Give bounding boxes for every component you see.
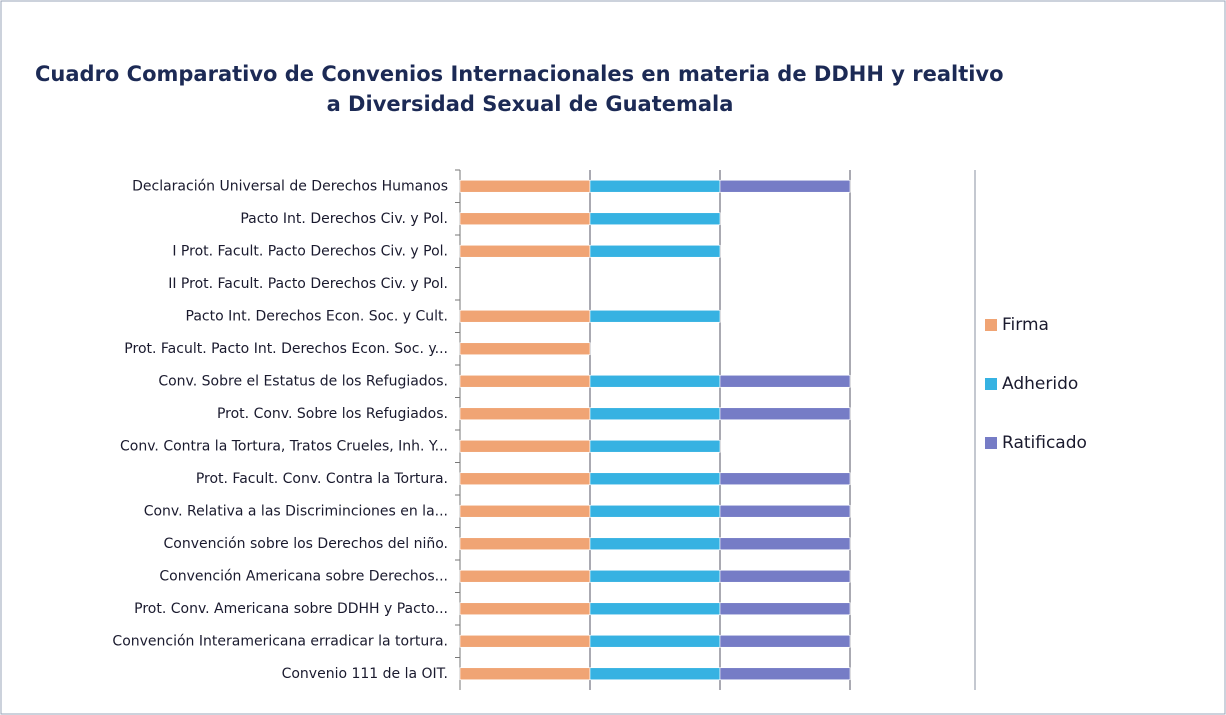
bar-segment [719,374,851,388]
y-tick-label: Pacto Int. Derechos Econ. Soc. y Cult. [186,308,448,324]
y-tick-label: Convenio 111 de la OIT. [282,666,448,682]
legend-swatch [985,378,997,390]
chart-title: a Diversidad Sexual de Guatemala [327,92,734,116]
bar-segment [459,342,591,356]
bar-segment [589,569,721,583]
bar-segment [719,602,851,616]
y-tick-label: Prot. Conv. Sobre los Refugiados. [217,406,448,422]
y-tick-label: Convención sobre los Derechos del niño. [164,536,449,552]
chart-title: Cuadro Comparativo de Convenios Internac… [35,62,1004,86]
legend-swatch [985,319,997,331]
bar-segment [459,244,591,258]
bar-segment [589,504,721,518]
bar-segment [589,634,721,648]
bar-segment [589,472,721,486]
y-tick-label: I Prot. Facult. Pacto Derechos Civ. y Po… [172,243,448,259]
legend-swatch [985,437,997,449]
legend-label: Firma [1002,315,1049,335]
y-tick-label: Prot. Facult. Conv. Contra la Tortura. [196,471,448,487]
bar-segment [719,472,851,486]
legend-label: Ratificado [1002,433,1087,453]
bar-segment [719,569,851,583]
bar-segment [589,667,721,681]
bar-segment [589,602,721,616]
bar-segment [719,504,851,518]
bar-segment [719,179,851,193]
legend-label: Adherido [1002,374,1078,394]
bar-segment [719,537,851,551]
bar-segment [459,439,591,453]
bar-segment [719,407,851,421]
bar-segment [459,537,591,551]
bar-segment [459,602,591,616]
bar-segment [459,569,591,583]
y-tick-label: Convención Americana sobre Derechos... [159,568,448,584]
y-tick-label: Prot. Facult. Pacto Int. Derechos Econ. … [124,341,448,357]
bar-segment [589,212,721,226]
y-tick-label: Conv. Relativa a las Discriminciones en … [144,503,448,519]
y-tick-label: Conv. Sobre el Estatus de los Refugiados… [158,373,448,389]
bar-segment [589,537,721,551]
y-tick-label: Conv. Contra la Tortura, Tratos Crueles,… [120,438,448,454]
bar-segment [589,374,721,388]
y-tick-label: Pacto Int. Derechos Civ. y Pol. [240,211,448,227]
bar-segment [459,634,591,648]
y-tick-label: Declaración Universal de Derechos Humano… [132,178,448,194]
bar-segment [459,472,591,486]
bar-segment [459,374,591,388]
bar-segment [459,309,591,323]
bar-segment [459,179,591,193]
bar-segment [589,309,721,323]
bar-segment [459,407,591,421]
y-tick-label: Convención Interamericana erradicar la t… [112,633,448,649]
bar-segment [589,407,721,421]
bar-segment [589,439,721,453]
bar-segment [719,634,851,648]
y-tick-label: II Prot. Facult. Pacto Derechos Civ. y P… [168,276,448,292]
y-tick-label: Prot. Conv. Americana sobre DDHH y Pacto… [134,601,448,617]
bar-segment [459,212,591,226]
bar-segment [459,667,591,681]
bar-segment [589,179,721,193]
bar-segment [719,667,851,681]
bar-segment [589,244,721,258]
bar-segment [459,504,591,518]
